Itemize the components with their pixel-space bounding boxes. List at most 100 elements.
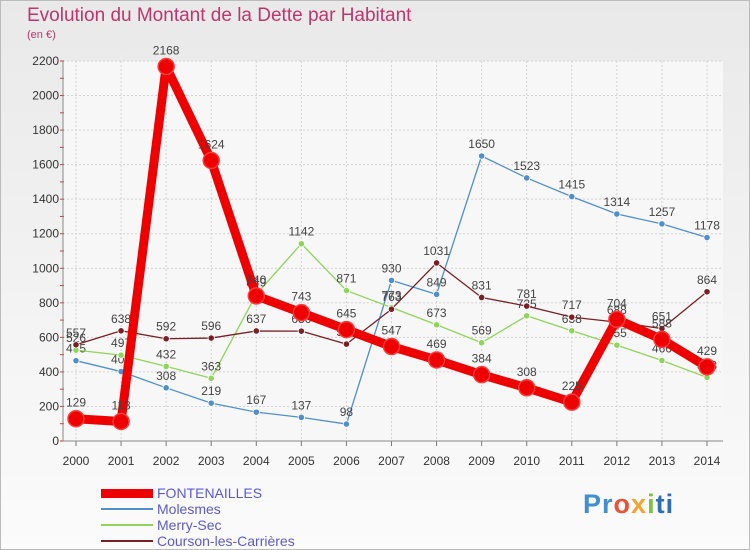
data-point bbox=[703, 233, 711, 242]
y-tick-label: 1200 bbox=[32, 227, 59, 241]
legend-label: Molesmes bbox=[157, 501, 221, 517]
y-tick-label: 400 bbox=[39, 365, 59, 379]
chart-subtitle: (en €) bbox=[27, 29, 56, 41]
data-point bbox=[162, 384, 170, 392]
x-tick-label: 2004 bbox=[243, 454, 270, 468]
legend: FONTENAILLES Molesmes Merry-Sec Courson-les… bbox=[101, 485, 295, 549]
data-label: 98 bbox=[340, 405, 354, 419]
data-label: 831 bbox=[472, 278, 492, 292]
data-point bbox=[427, 351, 446, 369]
proxiti-logo: Proxiti bbox=[583, 489, 674, 520]
legend-label: Merry-Sec bbox=[157, 517, 222, 533]
x-tick-label: 2000 bbox=[63, 454, 90, 468]
data-label: 526 bbox=[66, 331, 86, 345]
data-point bbox=[342, 286, 351, 295]
plot-area bbox=[63, 61, 723, 441]
logo-part: i bbox=[647, 489, 656, 519]
y-tick-label: 0 bbox=[52, 434, 59, 448]
data-point bbox=[523, 174, 531, 182]
data-point bbox=[658, 220, 666, 228]
data-label: 429 bbox=[697, 344, 717, 358]
data-point bbox=[432, 321, 441, 329]
data-point bbox=[337, 320, 356, 339]
data-point bbox=[162, 335, 170, 343]
data-point bbox=[613, 210, 621, 218]
data-label: 167 bbox=[246, 393, 266, 407]
data-label: 596 bbox=[201, 319, 221, 333]
data-label: 1415 bbox=[558, 178, 585, 192]
y-tick-label: 1000 bbox=[32, 261, 59, 275]
chart-title: Evolution du Montant de la Dette par Hab… bbox=[27, 5, 412, 26]
y-tick-label: 800 bbox=[39, 296, 59, 310]
x-tick-label: 2002 bbox=[153, 454, 180, 468]
data-point bbox=[117, 327, 125, 335]
data-label: 308 bbox=[156, 369, 176, 383]
data-point bbox=[568, 313, 576, 321]
data-label: 592 bbox=[156, 320, 176, 334]
x-tick-label: 2008 bbox=[423, 454, 450, 468]
data-point bbox=[157, 57, 175, 76]
data-point bbox=[613, 341, 621, 349]
data-label: 840 bbox=[246, 273, 266, 287]
data-label: 1650 bbox=[468, 137, 495, 151]
data-label: 773 bbox=[381, 288, 401, 302]
data-point bbox=[568, 192, 576, 201]
data-point bbox=[432, 290, 441, 298]
data-point bbox=[72, 341, 80, 349]
data-point bbox=[523, 302, 531, 310]
x-tick-label: 2007 bbox=[378, 454, 405, 468]
y-tick-label: 1800 bbox=[32, 123, 59, 137]
legend-swatch bbox=[101, 508, 153, 510]
data-label: 1523 bbox=[513, 159, 540, 173]
y-tick-label: 2000 bbox=[32, 89, 59, 103]
data-point bbox=[162, 362, 170, 370]
data-label: 113 bbox=[112, 398, 131, 412]
data-point bbox=[478, 152, 486, 160]
data-label: 871 bbox=[336, 272, 356, 286]
logo-part: Pr bbox=[583, 489, 614, 519]
x-tick-label: 2003 bbox=[198, 454, 225, 468]
data-label: 1178 bbox=[694, 219, 720, 233]
legend-label: FONTENAILLES bbox=[157, 485, 263, 501]
data-label: 849 bbox=[427, 275, 447, 289]
data-label: 673 bbox=[427, 306, 447, 320]
data-point bbox=[207, 399, 215, 407]
logo-part: o bbox=[613, 489, 632, 519]
data-label: 645 bbox=[336, 307, 356, 321]
data-label: 743 bbox=[291, 290, 311, 304]
data-point bbox=[67, 409, 85, 428]
data-label: 569 bbox=[472, 324, 492, 338]
data-label: 864 bbox=[697, 273, 717, 287]
data-label: 1031 bbox=[423, 244, 450, 258]
data-point bbox=[207, 334, 215, 342]
data-point bbox=[478, 339, 486, 347]
x-tick-label: 2006 bbox=[333, 454, 360, 468]
data-label: 129 bbox=[66, 396, 86, 410]
x-tick-label: 2010 bbox=[513, 454, 540, 468]
data-label: 637 bbox=[246, 312, 266, 326]
data-point bbox=[202, 151, 220, 170]
data-label: 2168 bbox=[153, 44, 180, 58]
x-tick-label: 2005 bbox=[288, 454, 315, 468]
data-point bbox=[292, 303, 311, 322]
data-label: 363 bbox=[201, 359, 221, 373]
y-tick-label: 2200 bbox=[32, 54, 59, 68]
data-label: 763 bbox=[381, 290, 401, 304]
data-label: 557 bbox=[66, 326, 86, 340]
data-label: 588 bbox=[652, 316, 672, 330]
x-tick-label: 2013 bbox=[649, 454, 676, 468]
data-label: 219 bbox=[201, 384, 221, 398]
legend-swatch bbox=[101, 488, 153, 498]
data-label: 704 bbox=[607, 296, 627, 310]
data-point bbox=[432, 259, 441, 267]
data-point bbox=[658, 356, 666, 365]
data-point bbox=[297, 327, 305, 335]
data-label: 651 bbox=[652, 310, 672, 324]
legend-swatch bbox=[101, 524, 153, 526]
data-point bbox=[653, 330, 671, 349]
data-point bbox=[478, 293, 486, 302]
legend-item: Merry-Sec bbox=[101, 517, 295, 533]
data-label: 638 bbox=[111, 312, 131, 326]
